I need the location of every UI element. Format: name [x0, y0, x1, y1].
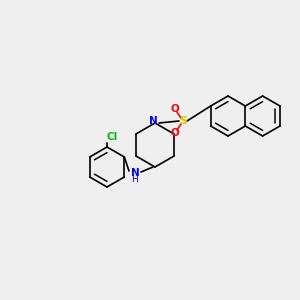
- Text: O: O: [171, 128, 179, 138]
- Text: Cl: Cl: [106, 132, 118, 142]
- Text: O: O: [171, 104, 179, 114]
- Text: S: S: [179, 116, 187, 126]
- Text: N: N: [130, 168, 140, 178]
- Text: N: N: [148, 116, 158, 126]
- Text: H: H: [132, 175, 138, 184]
